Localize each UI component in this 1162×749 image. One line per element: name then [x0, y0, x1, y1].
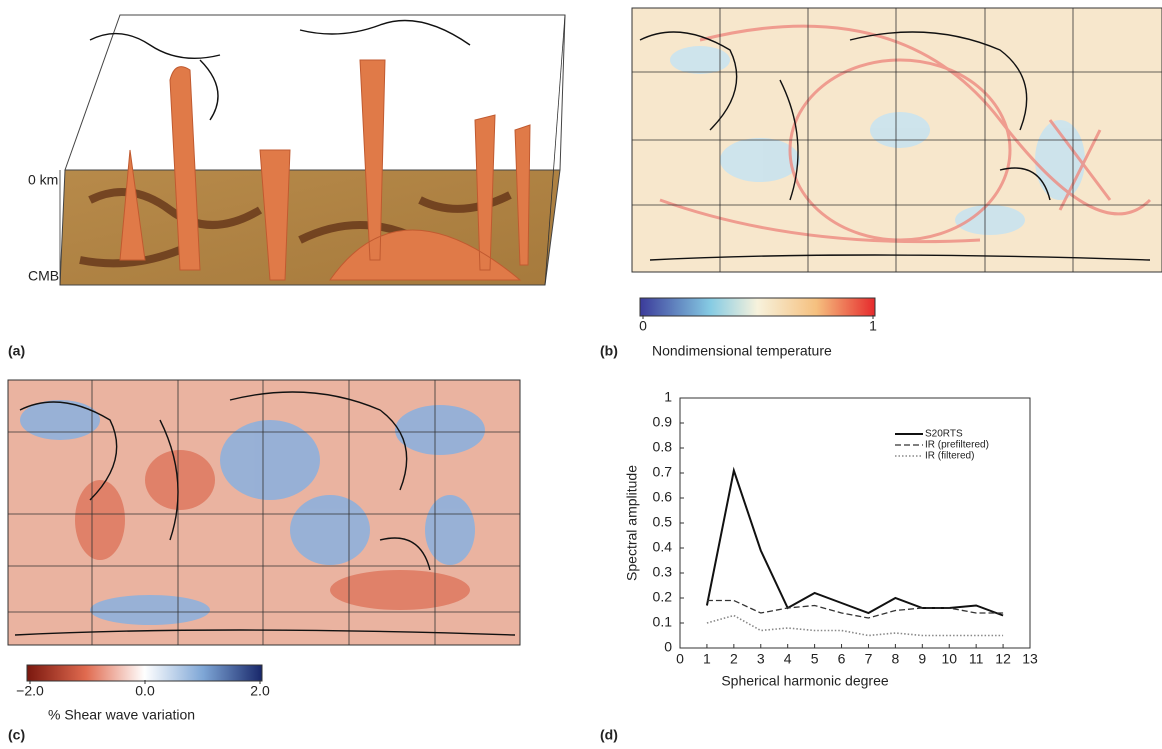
- depth-bottom-label: CMB: [28, 268, 59, 284]
- panel-label: (b): [600, 343, 618, 359]
- depth-top-label: 0 km: [28, 172, 58, 188]
- y-tick-label: 0.7: [653, 464, 673, 480]
- y-tick-label: 0.3: [653, 564, 673, 580]
- y-tick-label: 0.8: [653, 439, 673, 455]
- legend-label: IR (filtered): [925, 451, 974, 462]
- panel-label: (a): [8, 343, 25, 359]
- x-tick-label: 11: [969, 651, 984, 667]
- y-tick-label: 1: [664, 389, 672, 405]
- panel-b: Nondimensional temperature (b): [600, 7, 1162, 359]
- colorbar: [26, 664, 263, 682]
- plumes: [119, 59, 531, 281]
- legend-label: IR (prefiltered): [925, 440, 989, 451]
- x-tick-label: 3: [757, 651, 765, 667]
- y-tick-label: 0: [664, 639, 672, 655]
- panel-a: 0 km CMB (a): [8, 14, 566, 359]
- colorbar: [639, 297, 876, 317]
- colorbar-tick-label: 1: [869, 318, 877, 334]
- y-tick-label: 0.2: [653, 589, 673, 605]
- x-tick-label: 10: [941, 651, 957, 667]
- plot-frame: [679, 397, 1031, 649]
- y-tick-label: 0.6: [653, 489, 673, 505]
- colorbar-tick-label: 0.0: [135, 683, 155, 699]
- colorbar-tick-label: −2.0: [16, 683, 44, 699]
- x-tick-label: 1: [703, 651, 711, 667]
- colorbar-tick-label: 0: [639, 318, 647, 334]
- x-tick-label: 4: [784, 651, 792, 667]
- series-line: [706, 614, 1004, 637]
- x-tick-label: 2: [730, 651, 738, 667]
- y-tick-label: 0.5: [653, 514, 673, 530]
- x-tick-label: 7: [865, 651, 873, 667]
- series-line: [706, 599, 1004, 619]
- x-tick-label: 5: [811, 651, 819, 667]
- x-tick-label: 9: [918, 651, 926, 667]
- colorbar-title: % Shear wave variation: [48, 707, 195, 723]
- panel-d: Spherical harmonic degree Spectral ampli…: [600, 397, 1031, 743]
- panel-label: (d): [600, 727, 618, 743]
- series-line: [705, 466, 1004, 617]
- y-tick-label: 0.9: [653, 414, 673, 430]
- x-tick-label: 8: [891, 651, 899, 667]
- panel-label: (c): [8, 727, 25, 743]
- y-tick-label: 0.1: [653, 614, 673, 630]
- y-axis-label: Spectral amplitude: [624, 465, 640, 581]
- x-tick-label: 6: [838, 651, 846, 667]
- x-tick-label: 12: [995, 651, 1011, 667]
- colorbar-tick-label: 2.0: [250, 683, 270, 699]
- y-tick-label: 0.4: [653, 539, 673, 555]
- x-tick-label: 0: [676, 651, 684, 667]
- panel-c: % Shear wave variation (c): [7, 379, 521, 743]
- x-axis-label: Spherical harmonic degree: [721, 673, 889, 689]
- legend-label: S20RTS: [925, 429, 963, 440]
- colorbar-title: Nondimensional temperature: [652, 343, 832, 359]
- x-tick-label: 13: [1022, 651, 1038, 667]
